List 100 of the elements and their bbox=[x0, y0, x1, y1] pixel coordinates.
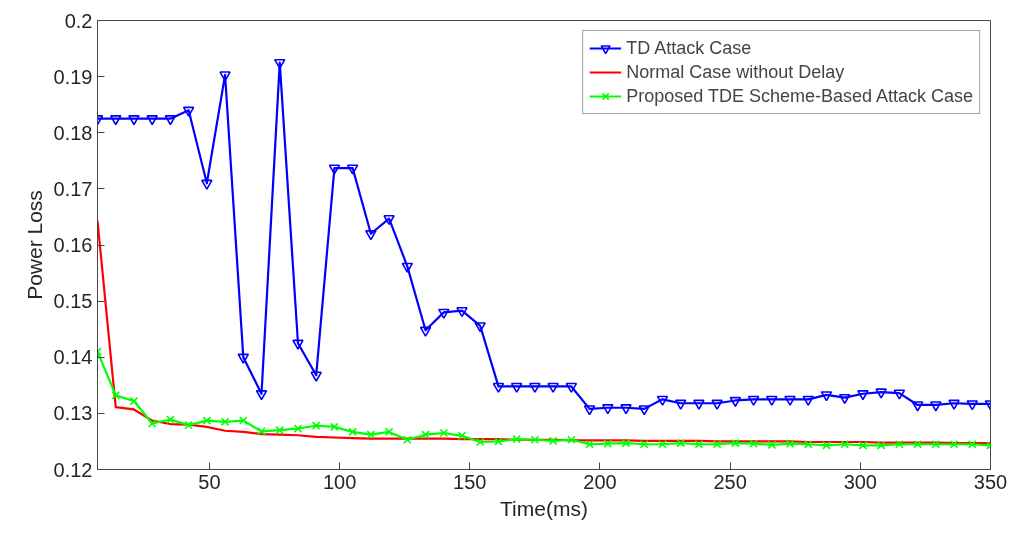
point bbox=[585, 439, 594, 449]
point bbox=[529, 382, 541, 394]
point bbox=[913, 439, 922, 449]
point bbox=[128, 115, 140, 126]
line-series bbox=[97, 219, 991, 445]
point bbox=[967, 439, 977, 449]
point bbox=[383, 214, 395, 226]
point bbox=[693, 399, 705, 410]
point bbox=[930, 401, 942, 412]
y-tick-label: 0.19 bbox=[53, 65, 93, 88]
y-tick-label: 0.18 bbox=[53, 121, 93, 144]
point bbox=[948, 399, 960, 410]
point bbox=[656, 395, 669, 406]
point bbox=[437, 308, 450, 319]
point bbox=[492, 382, 505, 394]
x-tick-label: 200 bbox=[583, 470, 617, 493]
point bbox=[166, 415, 175, 424]
point bbox=[146, 115, 158, 126]
point bbox=[201, 179, 213, 190]
point bbox=[346, 164, 359, 175]
point bbox=[439, 428, 449, 438]
x-tick-label: 50 bbox=[198, 470, 221, 493]
point bbox=[639, 439, 649, 449]
point bbox=[875, 388, 887, 399]
point bbox=[109, 115, 122, 126]
point bbox=[548, 436, 558, 446]
point bbox=[803, 439, 813, 449]
point bbox=[767, 440, 777, 450]
point bbox=[676, 438, 686, 448]
point bbox=[255, 390, 268, 401]
point bbox=[401, 262, 414, 273]
y-tick-label: 0.17 bbox=[53, 177, 93, 200]
point bbox=[966, 400, 979, 411]
point bbox=[674, 399, 687, 410]
point bbox=[182, 106, 195, 117]
point bbox=[220, 417, 230, 427]
point bbox=[293, 424, 303, 433]
point bbox=[219, 71, 231, 82]
legend-label: Proposed TDE Scheme-Based Attack Case bbox=[626, 85, 973, 107]
point bbox=[747, 395, 760, 406]
point bbox=[567, 435, 576, 445]
point bbox=[164, 115, 177, 126]
point bbox=[292, 339, 304, 350]
point bbox=[712, 439, 722, 449]
point bbox=[366, 430, 376, 440]
point bbox=[658, 439, 667, 449]
point bbox=[893, 389, 906, 400]
point bbox=[895, 439, 904, 449]
point bbox=[820, 391, 833, 402]
point bbox=[822, 441, 831, 450]
point bbox=[475, 437, 485, 447]
x-axis-title: Time(ms) bbox=[500, 496, 588, 520]
point bbox=[601, 404, 614, 415]
point bbox=[565, 382, 578, 394]
point bbox=[785, 439, 795, 449]
y-tick-label: 0.2 bbox=[64, 9, 93, 32]
point bbox=[474, 322, 487, 333]
point bbox=[111, 391, 121, 400]
point bbox=[402, 435, 412, 445]
point bbox=[729, 396, 742, 408]
point bbox=[184, 420, 193, 430]
point bbox=[530, 435, 540, 445]
point bbox=[638, 405, 651, 416]
point bbox=[731, 438, 740, 448]
point bbox=[310, 371, 322, 382]
point bbox=[911, 401, 924, 412]
point bbox=[456, 306, 468, 318]
point bbox=[348, 427, 357, 437]
point bbox=[311, 421, 321, 431]
x-tick-label: 250 bbox=[713, 470, 747, 493]
legend-label: Normal Case without Delay bbox=[626, 61, 845, 83]
x-tick-label: 150 bbox=[453, 470, 487, 493]
point bbox=[202, 416, 212, 426]
point bbox=[238, 416, 248, 426]
point bbox=[494, 437, 503, 446]
x-tick-label: 350 bbox=[973, 470, 1008, 493]
point bbox=[931, 439, 941, 449]
point bbox=[858, 441, 868, 450]
y-tick-label: 0.16 bbox=[53, 234, 93, 256]
y-axis-title: Power Loss bbox=[22, 190, 46, 300]
point bbox=[802, 395, 815, 406]
point bbox=[419, 326, 432, 337]
point bbox=[766, 395, 778, 406]
point bbox=[694, 439, 704, 449]
x-tick-label: 300 bbox=[843, 470, 878, 493]
point bbox=[384, 427, 394, 437]
point bbox=[365, 230, 377, 241]
point bbox=[129, 396, 139, 406]
point bbox=[949, 439, 959, 449]
y-tick-label: 0.14 bbox=[53, 346, 93, 369]
point bbox=[421, 430, 430, 440]
point bbox=[510, 382, 523, 394]
point bbox=[147, 419, 157, 428]
y-tick-label: 0.15 bbox=[53, 290, 93, 313]
point bbox=[603, 439, 613, 449]
y-tick-label: 0.12 bbox=[53, 458, 93, 481]
x-tick-label: 100 bbox=[322, 470, 357, 493]
point bbox=[275, 425, 285, 435]
point bbox=[457, 431, 467, 441]
point bbox=[840, 439, 850, 449]
